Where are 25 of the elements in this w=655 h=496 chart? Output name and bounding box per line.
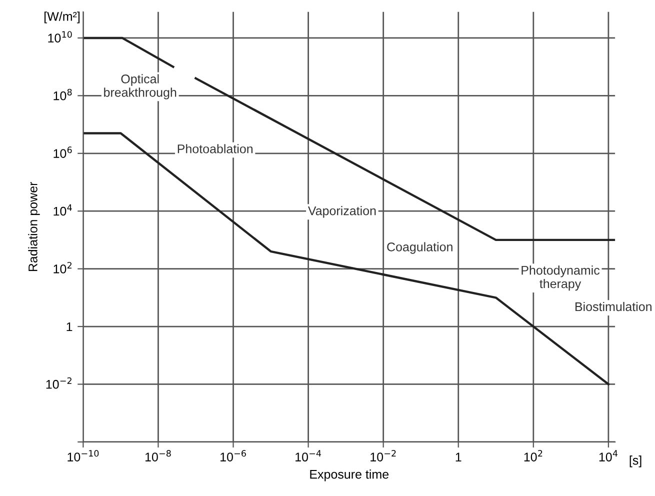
y-axis-title: Radiation power bbox=[28, 182, 40, 272]
x-axis-title: Exposure time bbox=[310, 470, 389, 482]
y-tick-label: 10$^{8}$ bbox=[54, 88, 72, 100]
y-tick-label: 10$^{10}$ bbox=[48, 31, 72, 43]
x-tick-label: 10$^{2}$ bbox=[524, 450, 542, 462]
annotation: Coagulation bbox=[387, 242, 452, 254]
annotation: Biostimulation bbox=[575, 302, 652, 312]
x-tick-label: 10$^{−4}$ bbox=[296, 450, 322, 462]
x-tick-label: 10$^{−6}$ bbox=[220, 450, 246, 462]
y-tick-label: 10$^{6}$ bbox=[54, 146, 72, 158]
annotation: Photodynamic therapy bbox=[522, 266, 600, 291]
x-tick-label: 10$^{−2}$ bbox=[370, 450, 396, 462]
annotation: Photoablation bbox=[178, 144, 253, 154]
annotation: Optical breakthrough bbox=[104, 74, 176, 100]
y-tick-label: 10$^{4}$ bbox=[54, 204, 72, 216]
x-tick-label: 10$^{−10}$ bbox=[68, 450, 99, 462]
x-tick-label: 10$^{4}$ bbox=[599, 450, 618, 462]
y-tick-label: 10$^{2}$ bbox=[54, 262, 72, 274]
annotation: Vaporization bbox=[308, 206, 376, 218]
text: [W/m²] bbox=[44, 12, 80, 24]
x-tick-label: 1 bbox=[456, 452, 462, 462]
text: [s] bbox=[630, 456, 642, 468]
y-tick-label: 1 bbox=[66, 322, 72, 332]
x-tick-label: 10$^{−8}$ bbox=[145, 450, 171, 462]
y-tick-label: 10$^{−2}$ bbox=[46, 377, 72, 389]
